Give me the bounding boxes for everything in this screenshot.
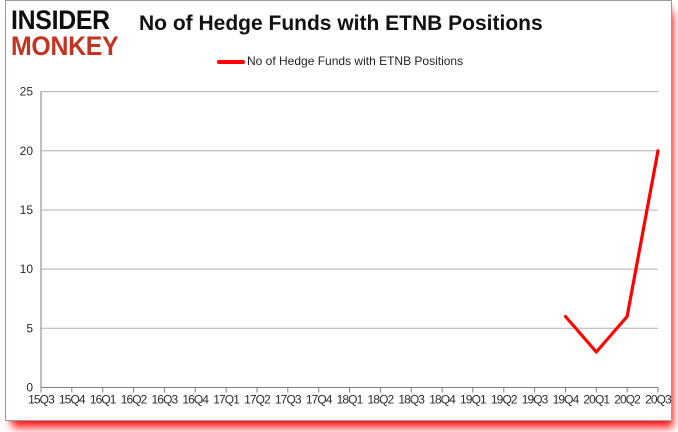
svg-text:25: 25 [20,85,34,99]
svg-text:5: 5 [26,321,33,335]
svg-text:20Q2: 20Q2 [614,393,641,407]
svg-text:15Q4: 15Q4 [59,393,86,407]
svg-text:16Q4: 16Q4 [182,393,209,407]
svg-text:19Q4: 19Q4 [553,393,580,407]
svg-text:18Q1: 18Q1 [337,393,364,407]
svg-text:10: 10 [20,262,34,276]
svg-text:20Q3: 20Q3 [645,393,672,407]
svg-text:16Q1: 16Q1 [90,393,117,407]
svg-text:19Q3: 19Q3 [522,393,549,407]
svg-text:19Q1: 19Q1 [460,393,487,407]
svg-text:17Q2: 17Q2 [244,393,271,407]
svg-text:17Q4: 17Q4 [306,393,333,407]
svg-text:20: 20 [20,144,34,158]
svg-text:17Q3: 17Q3 [275,393,302,407]
svg-text:20Q1: 20Q1 [583,393,610,407]
svg-text:16Q2: 16Q2 [121,393,148,407]
svg-text:18Q4: 18Q4 [429,393,456,407]
svg-text:16Q3: 16Q3 [152,393,179,407]
svg-text:15: 15 [20,203,34,217]
svg-text:17Q1: 17Q1 [213,393,240,407]
svg-text:18Q3: 18Q3 [398,393,425,407]
svg-text:18Q2: 18Q2 [368,393,395,407]
svg-text:19Q2: 19Q2 [491,393,518,407]
svg-text:15Q3: 15Q3 [28,393,55,407]
